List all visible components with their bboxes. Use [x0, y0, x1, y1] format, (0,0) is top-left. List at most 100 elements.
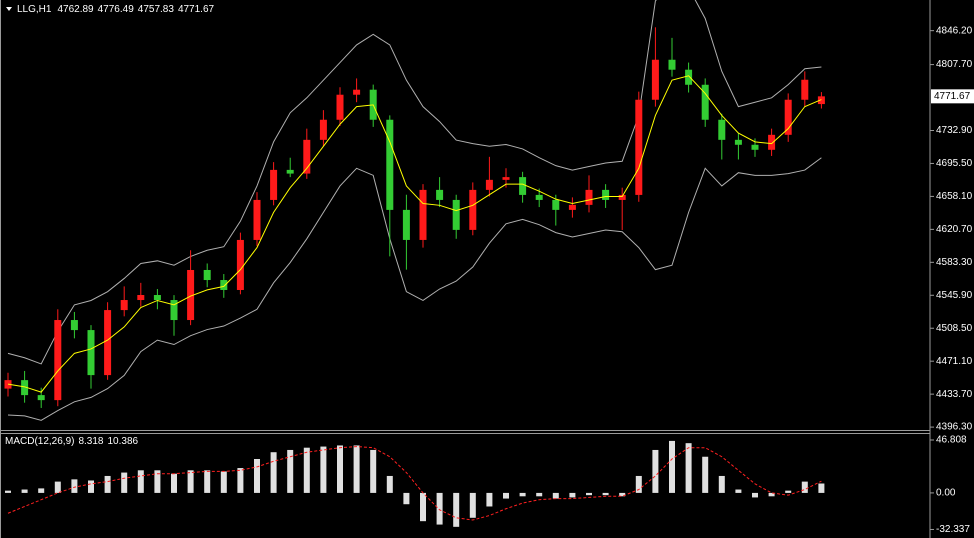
macd-bar — [652, 449, 659, 493]
candle-body — [585, 189, 593, 205]
macd-bar — [718, 475, 725, 493]
candle-body — [718, 119, 726, 140]
macd-bar — [536, 492, 543, 497]
macd-bar — [370, 449, 377, 493]
high-value: 4776.49 — [98, 4, 135, 15]
macd-bar — [469, 492, 476, 518]
candle-body — [187, 269, 195, 321]
y-tick-label: 4846.20 — [936, 25, 973, 36]
macd-bar — [254, 459, 260, 493]
macd-bar — [287, 449, 294, 493]
macd-bar — [38, 488, 45, 493]
macd-bar — [386, 475, 393, 493]
candle-body — [220, 280, 228, 290]
candle-body — [21, 380, 29, 396]
candle-body — [203, 269, 211, 281]
price-marker-label: 4771.67 — [934, 91, 971, 102]
macd-bar — [320, 446, 327, 493]
macd-bar — [187, 470, 194, 493]
low-value: 4757.83 — [138, 4, 175, 15]
candle-body — [386, 119, 394, 210]
candle-body — [236, 239, 244, 290]
macd-bar — [353, 445, 360, 493]
candle-body — [751, 144, 759, 150]
macd-bar — [635, 475, 642, 493]
candle-body — [768, 134, 776, 150]
macd-value: 8.318 — [78, 436, 103, 447]
candle-body — [87, 330, 95, 376]
chart-header: LLG,H1 4762.89 4776.49 4757.83 4771.67 — [17, 4, 215, 15]
macd-bar — [71, 479, 78, 493]
macd-bar — [619, 492, 626, 497]
candle-body — [137, 295, 145, 301]
y-tick-label: 4545.90 — [936, 290, 973, 301]
macd-bar — [420, 492, 426, 522]
macd-bar — [552, 492, 559, 499]
candle-body — [668, 59, 676, 70]
y-tick-label: 4732.90 — [936, 125, 973, 136]
macd-bar — [5, 490, 11, 493]
candle-body — [120, 300, 128, 311]
candle-body — [801, 79, 809, 100]
candle-body — [635, 99, 643, 195]
y-tick-label: 4583.30 — [936, 257, 973, 268]
macd-bar — [752, 492, 758, 498]
macd-bar — [801, 481, 808, 493]
macd-title: MACD(12,26,9) — [5, 436, 74, 447]
price-marker — [931, 89, 974, 104]
candle-body — [602, 189, 610, 200]
macd-bar — [519, 492, 526, 497]
y-tick-label: 0.00 — [936, 488, 956, 499]
candle-body — [734, 139, 742, 145]
y-tick-label: 4658.10 — [936, 191, 973, 202]
macd-bar — [104, 475, 111, 493]
macd-bar — [270, 452, 277, 493]
candle-body — [452, 199, 460, 230]
macd-bar — [403, 492, 410, 505]
macd-bar — [171, 473, 177, 493]
y-tick-label: 4396.30 — [936, 422, 973, 433]
candle-body — [469, 189, 477, 230]
candle-body — [319, 119, 327, 140]
candle-body — [70, 320, 78, 331]
macd-bar — [569, 492, 576, 498]
candle-body — [701, 84, 709, 120]
macd-bar — [54, 481, 61, 493]
bollinger-lower — [7, 157, 822, 421]
candle-body — [685, 69, 693, 85]
macd-bar — [204, 470, 211, 493]
macd-bar — [220, 471, 227, 493]
macd-bar — [602, 492, 609, 496]
macd-bar — [735, 489, 742, 493]
candle-body — [817, 96, 825, 105]
bollinger-upper — [7, 0, 822, 365]
y-tick-label: -32.337 — [936, 524, 970, 535]
y-tick-label: 4695.50 — [936, 158, 973, 169]
y-tick-label: 4807.70 — [936, 59, 973, 70]
macd-bar — [685, 443, 692, 493]
candle-body — [568, 204, 576, 210]
candle-body — [253, 199, 261, 240]
macd-bar — [818, 483, 825, 493]
candle-body — [402, 209, 410, 240]
macd-bar — [121, 472, 128, 493]
y-tick-label: 4471.10 — [936, 356, 973, 367]
macd-bar — [337, 445, 343, 493]
macd-bar — [586, 492, 592, 496]
y-tick-label: 4433.70 — [936, 389, 973, 400]
macd-bar — [453, 492, 460, 527]
signal-value: 10.386 — [108, 436, 139, 447]
symbol: LLG,H1 — [17, 4, 52, 15]
candle-body — [552, 199, 560, 210]
candle-body — [104, 310, 112, 376]
candle-body — [502, 177, 510, 180]
close-value: 4771.67 — [178, 4, 215, 15]
macd-bar — [486, 492, 493, 507]
macd-bar — [503, 492, 509, 499]
macd-bar — [303, 447, 310, 493]
candle-body — [618, 194, 626, 200]
open-value: 4762.89 — [57, 4, 94, 15]
candle-body — [286, 169, 294, 174]
